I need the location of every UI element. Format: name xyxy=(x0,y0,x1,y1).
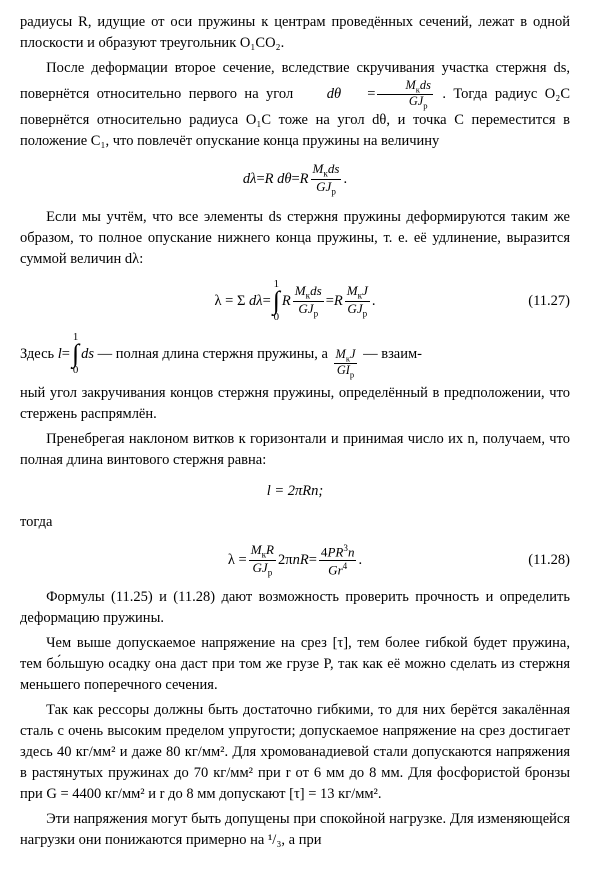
formula-l-def: l = 1∫0 ds xyxy=(58,333,94,376)
paragraph-10: Эти напряжения могут быть допущены при с… xyxy=(20,809,570,851)
formula-11-28: λ = MкRGJp 2πnR = 4PR3nGr4. (11.28) xyxy=(20,543,570,577)
formula-dlambda: dλ = R dθ = RMкdsGJp. xyxy=(20,162,570,196)
p4a: Здесь xyxy=(20,346,58,362)
formula-11-27: λ = Σ dλ = 1∫0 RMкdsGJp = RMкJGJp. (11.2… xyxy=(20,280,570,323)
eq-num-11-28: (11.28) xyxy=(528,550,570,571)
p4c: — взаим- xyxy=(363,346,422,362)
p4b: — полная длина стержня пружины, а xyxy=(98,346,332,362)
paragraph-8: Чем выше допускаемое напряжение на срез … xyxy=(20,633,570,696)
paragraph-6: Пренебрегая наклоном витков к горизонтал… xyxy=(20,429,570,471)
formula-MkJ-over-GIp: MкJGIp xyxy=(332,348,360,379)
eq-num-11-27: (11.27) xyxy=(528,291,570,312)
paragraph-4: Здесь l = 1∫0 ds — полная длина стержня … xyxy=(20,333,570,379)
paragraph-5: ный угол закручивания концов стержня пру… xyxy=(20,383,570,425)
formula-dtheta-inline: dθ=MкdsGJp xyxy=(301,79,435,110)
paragraph-7: Формулы (11.25) и (11.28) дают возможнос… xyxy=(20,587,570,629)
formula-l-value: l = 2πRn; xyxy=(20,481,570,502)
paragraph-2: После деформации второе сечение, вследст… xyxy=(20,58,570,152)
togda: тогда xyxy=(20,512,570,533)
paragraph-3: Если мы учтём, что все элементы ds стерж… xyxy=(20,207,570,270)
paragraph-9: Так как рессоры должны быть достаточно г… xyxy=(20,700,570,805)
paragraph-1: радиусы R, идущие от оси пружины к центр… xyxy=(20,12,570,54)
